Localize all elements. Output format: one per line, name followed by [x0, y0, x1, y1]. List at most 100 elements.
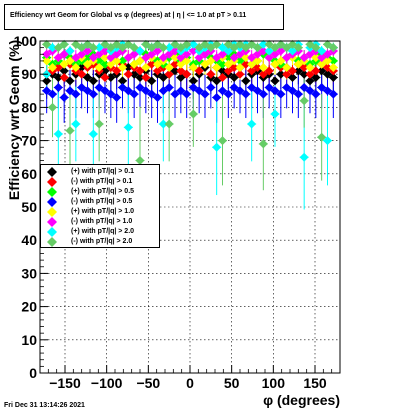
data-point	[200, 39, 210, 49]
data-point	[123, 39, 133, 49]
data-point	[53, 43, 63, 53]
legend-item: (-) with pT/|q| > 0.5	[47, 197, 159, 207]
data-point	[94, 82, 104, 92]
x-axis-label: φ (degrees)	[263, 392, 340, 408]
data-point	[164, 49, 174, 59]
data-point	[194, 66, 204, 76]
data-point	[253, 56, 262, 66]
data-point	[153, 92, 162, 102]
x-tick-label: 150	[303, 375, 327, 391]
data-point	[223, 53, 233, 63]
data-point	[328, 43, 338, 53]
data-point	[94, 43, 104, 53]
data-point	[147, 59, 157, 69]
legend-item: (-) with pT/|q| > 1.0	[47, 217, 159, 227]
data-point	[176, 59, 186, 69]
data-point	[258, 63, 268, 73]
y-tick-label: 50	[21, 199, 37, 215]
legend-marker	[47, 227, 57, 237]
data-point	[59, 92, 69, 102]
data-point	[241, 53, 251, 63]
data-point	[223, 66, 233, 76]
data-point	[264, 39, 274, 49]
data-point	[71, 89, 81, 99]
data-point	[88, 129, 98, 139]
data-point	[299, 96, 309, 106]
data-point	[100, 86, 110, 96]
data-point	[59, 66, 69, 76]
data-point	[270, 86, 280, 96]
data-point	[88, 53, 98, 63]
data-point	[65, 86, 75, 96]
data-point	[299, 82, 309, 92]
data-point	[129, 49, 139, 59]
data-point	[323, 63, 332, 73]
data-point	[206, 56, 216, 66]
data-point	[270, 49, 280, 59]
data-point	[106, 59, 116, 69]
data-point	[77, 82, 87, 92]
data-point	[94, 63, 104, 73]
data-point	[235, 49, 245, 59]
data-point	[135, 46, 145, 56]
data-point	[106, 73, 116, 83]
data-point	[176, 66, 186, 76]
data-point	[328, 63, 338, 73]
data-point	[276, 56, 286, 66]
data-point	[164, 63, 174, 73]
data-point	[112, 56, 122, 66]
data-point	[317, 82, 327, 92]
data-point	[188, 109, 198, 119]
data-point	[299, 53, 309, 63]
data-point	[270, 59, 280, 69]
data-point	[206, 43, 216, 53]
data-point	[305, 39, 315, 49]
data-point	[71, 39, 81, 49]
data-point	[258, 69, 268, 79]
data-point	[270, 109, 280, 119]
data-point	[218, 59, 227, 69]
data-point	[42, 39, 52, 49]
data-point	[100, 39, 110, 49]
legend-label: (+) with pT/|q| > 0.5	[71, 188, 135, 195]
data-point	[182, 89, 192, 99]
data-point	[53, 129, 63, 139]
data-point	[288, 86, 297, 96]
data-point	[188, 82, 198, 92]
data-point	[241, 76, 251, 86]
legend-label: (-) with pT/|q| > 1.0	[71, 218, 133, 225]
legend-label: (+) with pT/|q| > 1.0	[71, 208, 135, 215]
data-point	[305, 86, 315, 96]
data-point	[106, 89, 116, 99]
data-point	[229, 43, 239, 53]
data-point	[288, 66, 297, 76]
data-point	[276, 46, 286, 56]
legend-item: (-) with pT/|q| > 2.0	[47, 237, 159, 247]
data-point	[59, 59, 69, 69]
data-point	[100, 46, 110, 56]
data-point	[311, 73, 321, 83]
data-point	[48, 63, 57, 73]
data-point	[212, 53, 222, 63]
data-point	[141, 73, 151, 83]
data-point	[147, 49, 157, 59]
data-point	[247, 119, 257, 129]
y-tick-label: 80	[21, 99, 37, 115]
data-point	[176, 73, 186, 83]
data-point	[88, 89, 98, 99]
data-point	[42, 86, 52, 96]
data-point	[112, 39, 122, 49]
data-point	[247, 53, 257, 63]
data-point	[135, 66, 145, 76]
data-point	[293, 43, 303, 53]
data-point	[83, 59, 92, 69]
data-point	[77, 49, 87, 59]
data-point	[118, 76, 127, 86]
data-point	[223, 39, 233, 49]
data-point	[247, 66, 257, 76]
data-point	[42, 56, 52, 66]
data-point	[135, 73, 145, 83]
data-point	[282, 63, 292, 73]
data-point	[264, 53, 274, 63]
legend-marker	[47, 167, 57, 177]
